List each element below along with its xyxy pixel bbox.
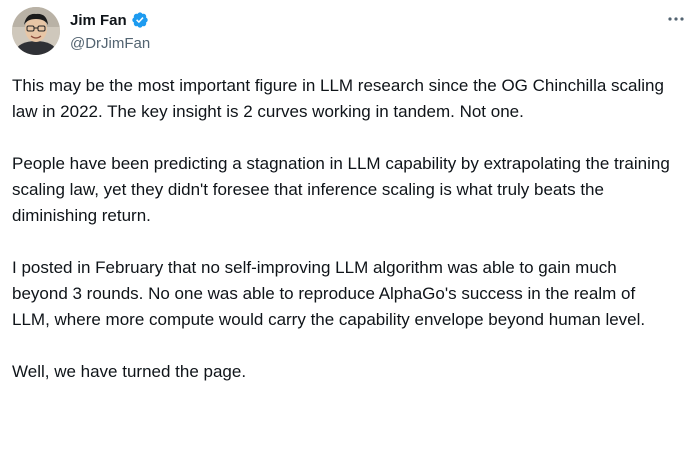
tweet-paragraph: Well, we have turned the page. (12, 362, 247, 381)
avatar-photo-icon (12, 7, 60, 55)
user-handle[interactable]: @DrJimFan (70, 35, 151, 52)
display-name[interactable]: Jim Fan (70, 11, 127, 29)
tweet-paragraph: This may be the most important figure in… (12, 76, 664, 121)
tweet-paragraph: I posted in February that no self-improv… (12, 258, 646, 329)
name-row: Jim Fan (70, 10, 150, 30)
verified-badge-icon[interactable] (131, 11, 149, 29)
more-options-icon (668, 17, 684, 21)
more-options-button[interactable] (664, 8, 688, 30)
tweet-paragraph: People have been predicting a stagnation… (12, 154, 670, 225)
tweet-text: This may be the most important figure in… (12, 73, 672, 385)
author-block: Jim Fan @DrJimFan (70, 10, 151, 53)
avatar[interactable] (12, 7, 60, 55)
